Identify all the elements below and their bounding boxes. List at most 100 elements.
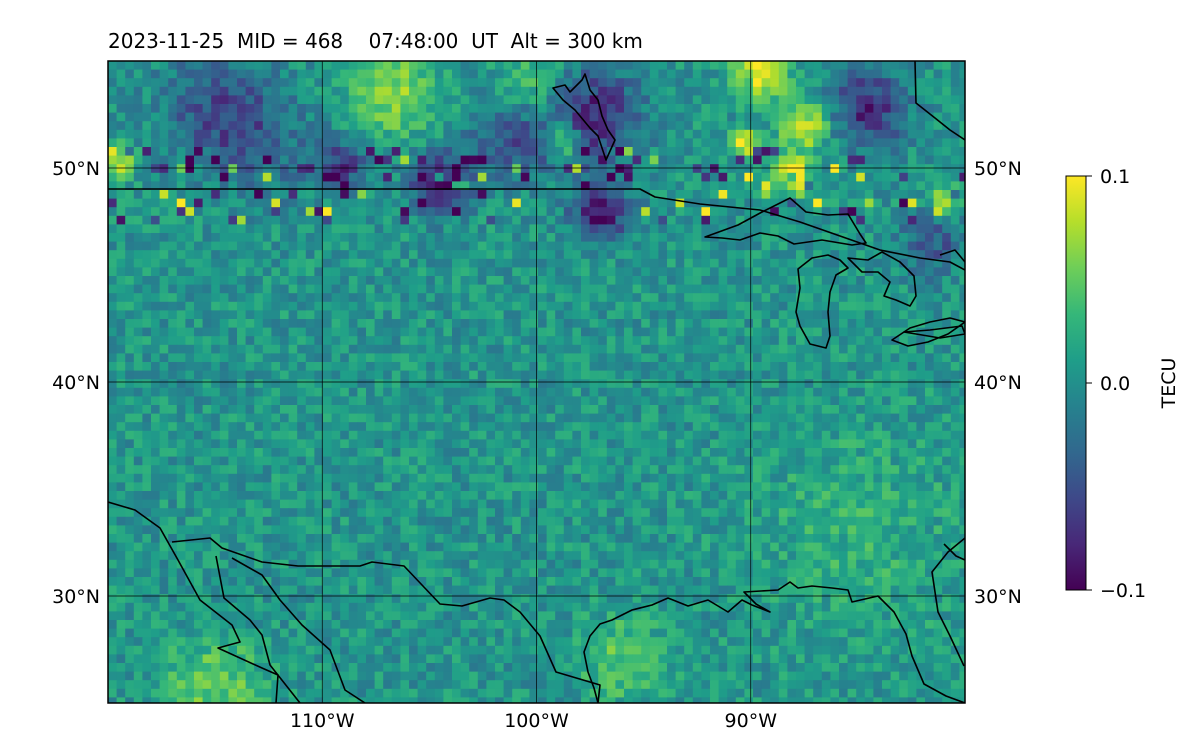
heatmap-cell [538,61,548,71]
heatmap-cell [563,310,573,320]
heatmap-cell [796,293,806,303]
heatmap-cell [331,276,341,286]
heatmap-cell [194,344,204,354]
heatmap-cell [555,293,565,303]
heatmap-cell [194,456,204,466]
heatmap-cell [348,155,358,165]
heatmap-cell [710,310,720,320]
heatmap-cell [529,353,539,363]
heatmap-cell [864,344,874,354]
heatmap-cell [744,104,754,114]
heatmap-cell [925,129,935,139]
heatmap-cell [546,353,556,363]
heatmap-cell [409,362,419,372]
heatmap-cell [959,104,965,114]
heatmap-cell [632,61,642,71]
heatmap-cell [589,172,599,182]
heatmap-cell [452,164,462,174]
heatmap-cell [598,319,608,329]
heatmap-cell [907,95,917,105]
heatmap-cell [942,465,952,475]
heatmap-cell [873,293,883,303]
heatmap-cell [331,284,341,294]
heatmap-cell [185,172,195,182]
heatmap-cell [486,336,496,346]
heatmap-cell [194,396,204,406]
heatmap-cell [159,138,169,148]
heatmap-cell [331,344,341,354]
heatmap-cell [675,121,685,131]
heatmap-cell [555,164,565,174]
heatmap-cell [434,301,444,311]
heatmap-cell [159,78,169,88]
heatmap-cell [452,336,462,346]
heatmap-cell [314,69,324,79]
heatmap-cell [348,465,358,475]
heatmap-cell [391,129,401,139]
heatmap-cell [692,284,702,294]
heatmap-cell [555,241,565,251]
heatmap-cell [348,233,358,243]
heatmap-cell [701,69,711,79]
heatmap-cell [572,310,582,320]
heatmap-cell [452,78,462,88]
heatmap-cell [357,405,367,415]
heatmap-cell [804,112,814,122]
heatmap-cell [649,310,659,320]
heatmap-cell [254,207,264,217]
heatmap-cell [615,241,625,251]
heatmap-cell [133,147,143,157]
heatmap-cell [778,379,788,389]
heatmap-cell [899,276,909,286]
heatmap-cell [684,267,694,277]
heatmap-cell [718,473,728,483]
heatmap-cell [133,129,143,139]
heatmap-cell [563,112,573,122]
heatmap-cell [959,293,965,303]
heatmap-cell [735,362,745,372]
heatmap-cell [830,370,840,380]
heatmap-cell [830,104,840,114]
heatmap-cell [495,310,505,320]
heatmap-cell [159,405,169,415]
heatmap-cell [796,396,806,406]
heatmap-cell [469,482,479,492]
heatmap-cell [340,129,350,139]
heatmap-cell [787,353,797,363]
heatmap-cell [950,86,960,96]
heatmap-cell [563,61,573,71]
heatmap-cell [710,61,720,71]
heatmap-cell [753,61,763,71]
heatmap-cell [847,448,857,458]
heatmap-cell [658,370,668,380]
heatmap-cell [916,293,926,303]
heatmap-cell [185,327,195,337]
heatmap-cell [830,448,840,458]
heatmap-cell [563,465,573,475]
heatmap-cell [890,181,900,191]
heatmap-cell [297,267,307,277]
heatmap-cell [219,413,229,423]
heatmap-cell [667,181,677,191]
heatmap-cell [168,164,178,174]
heatmap-cell [194,387,204,397]
heatmap-cell [632,155,642,165]
heatmap-cell [211,301,221,311]
heatmap-cell [830,112,840,122]
heatmap-cell [718,95,728,105]
heatmap-cell [262,69,272,79]
heatmap-cell [684,362,694,372]
heatmap-cell [667,293,677,303]
heatmap-cell [228,61,238,71]
heatmap-cell [426,138,436,148]
heatmap-cell [589,319,599,329]
heatmap-cell [194,422,204,432]
heatmap-cell [245,456,255,466]
heatmap-cell [933,473,943,483]
heatmap-cell [589,138,599,148]
heatmap-cell [434,456,444,466]
heatmap-cell [331,104,341,114]
heatmap-cell [761,422,771,432]
heatmap-cell [710,78,720,88]
heatmap-cell [735,78,745,88]
